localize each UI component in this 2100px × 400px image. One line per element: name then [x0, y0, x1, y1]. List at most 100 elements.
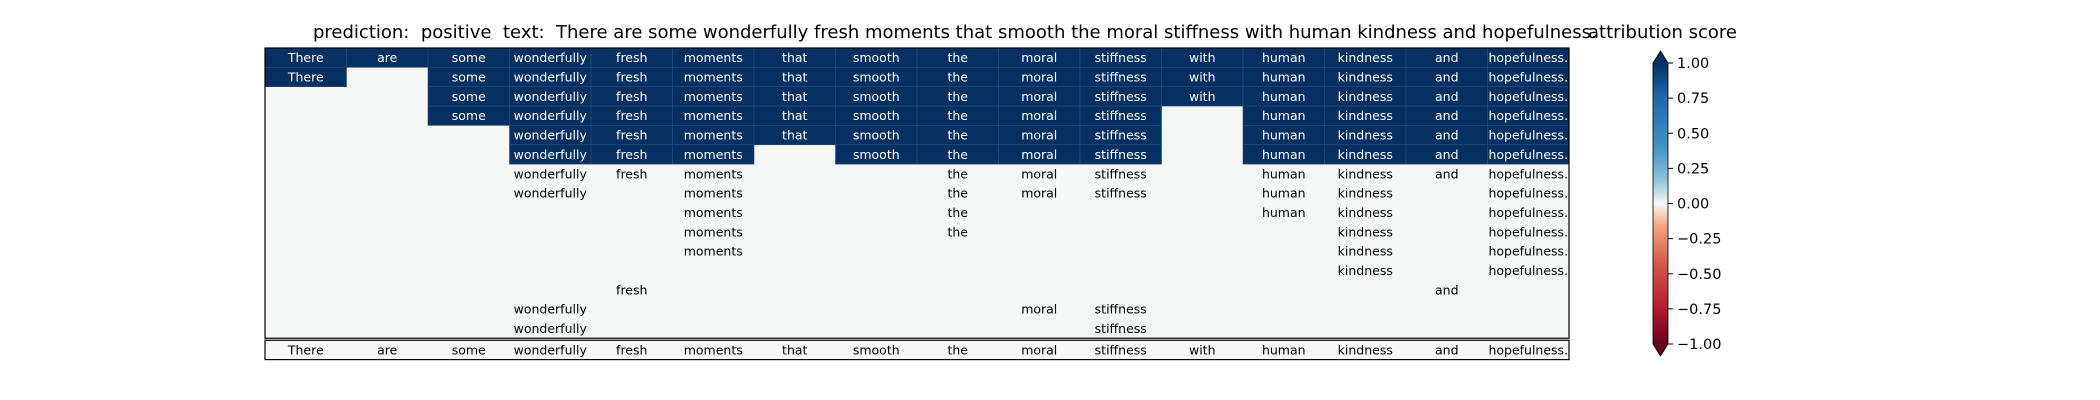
cell-token-label: hopefulness. — [1488, 70, 1568, 85]
cell-token-label: moments — [684, 128, 743, 143]
cell-token-label: kindness — [1338, 50, 1393, 65]
cell-token-label: moments — [684, 205, 743, 220]
cell-token-label: moments — [684, 70, 743, 85]
cell-token-label: that — [782, 70, 807, 85]
cell-token-label: fresh — [616, 166, 647, 181]
cell-token-label: with — [1189, 50, 1216, 65]
cell-token-label: stiffness — [1095, 147, 1147, 162]
colorbar-tick-label: 0.75 — [1677, 91, 1709, 107]
footer-row-frame — [264, 339, 1570, 361]
cell-token-label: that — [782, 50, 807, 65]
cell-token-label: hopefulness. — [1488, 186, 1568, 201]
cell-token-label: moral — [1021, 89, 1057, 104]
cell-token-label: wonderfully — [514, 89, 588, 104]
cell-token-label: moral — [1021, 108, 1057, 123]
cell-token-label: moments — [684, 89, 743, 104]
cell-token-label: hopefulness. — [1488, 128, 1568, 143]
colorbar-title: attribution score — [1588, 22, 1737, 43]
cell-token-label: that — [782, 108, 807, 123]
cell-token-label: kindness — [1338, 89, 1393, 104]
footer-token-label: hopefulness. — [1488, 342, 1568, 357]
cell-token-label: stiffness — [1095, 321, 1147, 336]
cell-token-label: wonderfully — [514, 302, 588, 317]
cell-token-label: and — [1435, 108, 1459, 123]
cell-token-label: human — [1262, 89, 1306, 104]
cell-token-label: kindness — [1338, 244, 1393, 259]
footer-token-label: smooth — [853, 342, 900, 357]
cell-token-label: hopefulness. — [1488, 108, 1568, 123]
colorbar-tick-label: −1.00 — [1677, 337, 1721, 353]
heatmap-cell — [1079, 144, 1162, 165]
cell-token-label: There — [287, 70, 324, 85]
cell-token-label: smooth — [853, 128, 900, 143]
cell-token-label: kindness — [1338, 147, 1393, 162]
cell-token-label: smooth — [853, 147, 900, 162]
cell-token-label: the — [947, 224, 968, 239]
cell-token-label: There — [287, 50, 324, 65]
colorbar-tick-label: 0.25 — [1677, 161, 1709, 177]
cell-token-label: moral — [1021, 50, 1057, 65]
cell-token-label: and — [1435, 89, 1459, 104]
cell-token-label: human — [1262, 108, 1306, 123]
cell-token-label: hopefulness. — [1488, 166, 1568, 181]
cell-token-label: smooth — [853, 108, 900, 123]
cell-token-label: fresh — [616, 50, 647, 65]
footer-token-label: There — [287, 342, 324, 357]
cell-token-label: human — [1262, 70, 1306, 85]
cell-token-label: kindness — [1338, 263, 1393, 278]
footer-token-label: the — [947, 342, 968, 357]
cell-token-label: stiffness — [1095, 50, 1147, 65]
footer-token-label: and — [1435, 342, 1459, 357]
cell-token-label: the — [947, 50, 968, 65]
footer-token-label: some — [452, 342, 486, 357]
cell-token-label: moments — [684, 166, 743, 181]
colorbar-tick-label: 0.00 — [1677, 197, 1709, 213]
cell-token-label: moments — [684, 224, 743, 239]
cell-token-label: hopefulness. — [1488, 205, 1568, 220]
cell-token-label: the — [947, 186, 968, 201]
cell-token-label: fresh — [616, 70, 647, 85]
prediction-label: prediction: positive — [313, 22, 492, 43]
cell-token-label: the — [947, 70, 968, 85]
cell-token-label: the — [947, 147, 968, 162]
cell-token-label: hopefulness. — [1488, 89, 1568, 104]
cell-token-label: and — [1435, 147, 1459, 162]
cell-token-label: kindness — [1338, 128, 1393, 143]
footer-token-label: with — [1189, 342, 1216, 357]
cell-token-label: smooth — [853, 89, 900, 104]
colorbar-tick-label: −0.75 — [1677, 302, 1721, 318]
cell-token-label: human — [1262, 166, 1306, 181]
colorbar-tick-label: 0.50 — [1677, 126, 1709, 142]
cell-token-label: are — [377, 50, 398, 65]
cell-token-label: stiffness — [1095, 70, 1147, 85]
cell-token-label: with — [1189, 89, 1216, 104]
colorbar-extend-max — [1653, 51, 1668, 63]
cell-token-label: that — [782, 89, 807, 104]
cell-token-label: human — [1262, 128, 1306, 143]
cell-token-label: kindness — [1338, 166, 1393, 181]
cell-token-label: human — [1262, 205, 1306, 220]
cell-token-label: wonderfully — [514, 147, 588, 162]
cell-token-label: wonderfully — [514, 128, 588, 143]
footer-token-label: stiffness — [1095, 342, 1147, 357]
cell-token-label: the — [947, 205, 968, 220]
colorbar-tick-label: −0.25 — [1677, 232, 1721, 248]
cell-token-label: and — [1435, 50, 1459, 65]
colorbar-tick-label: 1.00 — [1677, 56, 1709, 72]
footer-token-label: moral — [1021, 342, 1057, 357]
cell-token-label: smooth — [853, 50, 900, 65]
footer-token-label: are — [377, 342, 398, 357]
cell-token-label: moments — [684, 50, 743, 65]
cell-token-label: wonderfully — [514, 50, 588, 65]
cell-token-label: hopefulness. — [1488, 147, 1568, 162]
cell-token-label: kindness — [1338, 70, 1393, 85]
cell-token-label: moral — [1021, 186, 1057, 201]
cell-token-label: fresh — [616, 282, 647, 297]
cell-token-label: that — [782, 128, 807, 143]
footer-token-label: kindness — [1338, 342, 1393, 357]
cell-token-label: moral — [1021, 147, 1057, 162]
cell-token-label: kindness — [1338, 205, 1393, 220]
cell-token-label: the — [947, 166, 968, 181]
footer-token-label: moments — [684, 342, 743, 357]
